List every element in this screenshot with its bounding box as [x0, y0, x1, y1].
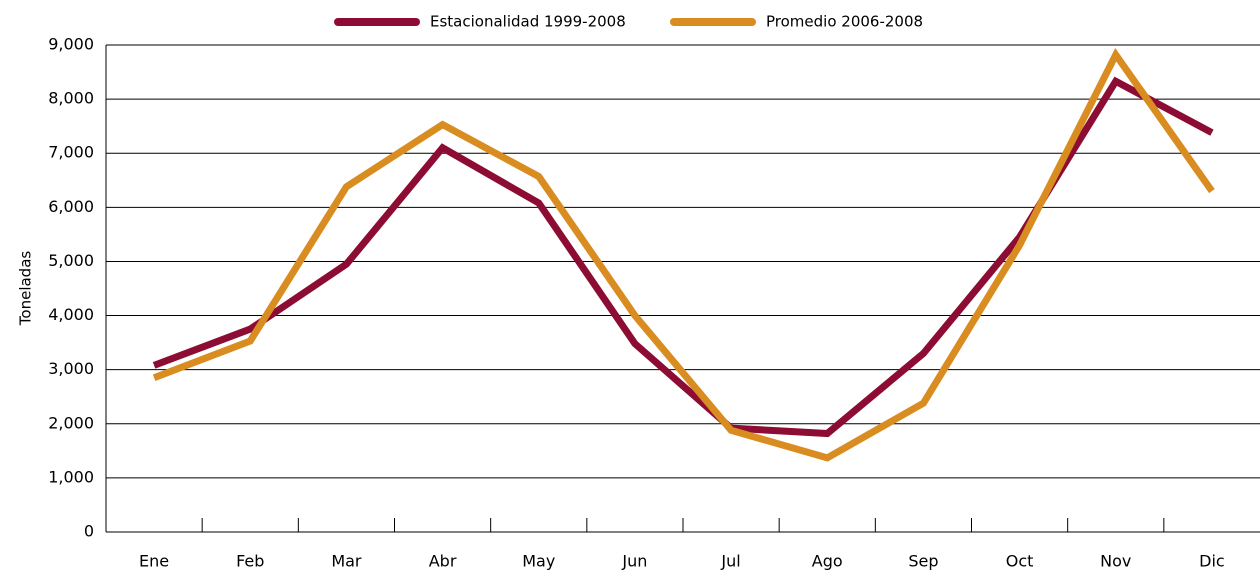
x-tick-label: Nov	[1100, 552, 1131, 571]
x-tick-label: Ago	[812, 552, 843, 571]
y-tick-label: 1,000	[48, 467, 94, 486]
x-tick-label: May	[522, 552, 555, 571]
y-tick-label: 9,000	[48, 35, 94, 54]
y-tick-label: 6,000	[48, 197, 94, 216]
y-axis-label: Toneladas	[17, 251, 35, 327]
x-tick-label: Dic	[1199, 552, 1225, 571]
y-tick-label: 8,000	[48, 89, 94, 108]
y-tick-label: 2,000	[48, 413, 94, 432]
y-tick-label: 0	[84, 522, 94, 541]
y-tick-label: 3,000	[48, 359, 94, 378]
line-series	[152, 76, 1214, 438]
y-tick-label: 4,000	[48, 305, 94, 324]
y-tick-label: 7,000	[48, 143, 94, 162]
x-tick-label: Feb	[236, 552, 264, 571]
x-tick-label: Mar	[331, 552, 362, 571]
legend-label: Promedio 2006-2008	[766, 13, 923, 31]
x-tick-label: Ene	[139, 552, 169, 571]
x-tick-label: Abr	[429, 552, 457, 571]
x-tick-label: Sep	[908, 552, 938, 571]
y-tick-label: 5,000	[48, 251, 94, 270]
x-tick-label: Jul	[720, 552, 740, 571]
line-series	[152, 47, 1215, 462]
x-tick-label: Oct	[1006, 552, 1034, 571]
x-tick-label: Jun	[621, 552, 647, 571]
legend-label: Estacionalidad 1999-2008	[430, 13, 626, 31]
